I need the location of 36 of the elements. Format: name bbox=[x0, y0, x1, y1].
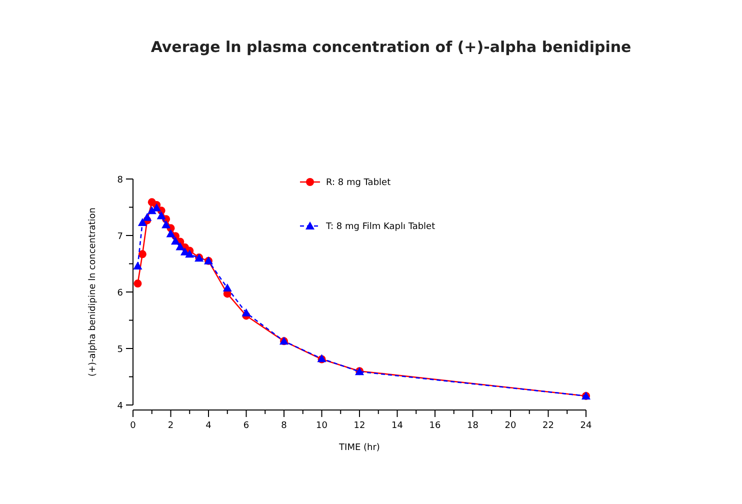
x-tick-label: 8 bbox=[281, 421, 288, 431]
x-tick-label: 4 bbox=[206, 421, 212, 431]
y-tick-label: 7 bbox=[117, 232, 123, 242]
x-tick-label: 18 bbox=[467, 421, 479, 431]
point bbox=[170, 236, 180, 245]
x-tick-label: 24 bbox=[580, 421, 592, 431]
x-tick-label: 16 bbox=[429, 421, 441, 431]
point bbox=[176, 242, 185, 250]
x-tick-label: 20 bbox=[504, 421, 516, 431]
chart-title: Average ln plasma concentration of (+)-alpha benidipine bbox=[150, 38, 632, 56]
point bbox=[156, 211, 166, 220]
y-tick-label: 8 bbox=[117, 176, 124, 186]
point bbox=[185, 250, 194, 258]
x-tick-label: 12 bbox=[354, 421, 366, 431]
point bbox=[138, 218, 147, 226]
y-tick-label: 6 bbox=[117, 288, 124, 298]
y-axis-title: (+)-alpha benidipine ln concentration bbox=[88, 207, 98, 377]
point bbox=[222, 284, 232, 292]
point bbox=[134, 280, 142, 288]
x-tick-label: 2 bbox=[168, 421, 174, 431]
x-tick-label: 0 bbox=[130, 421, 136, 431]
x-tick-label: 22 bbox=[542, 421, 554, 431]
y-tick-label: 4 bbox=[117, 402, 124, 412]
x-tick-label: 10 bbox=[316, 421, 328, 431]
y-tick-label: 5 bbox=[117, 345, 123, 355]
point bbox=[133, 262, 142, 270]
point bbox=[166, 229, 176, 238]
point bbox=[142, 212, 152, 221]
legend-label: R: 8 mg Tablet bbox=[326, 178, 392, 188]
legend-label: T: 8 mg Film Kaplı Tablet bbox=[325, 222, 436, 232]
x-tick-label: 14 bbox=[392, 421, 404, 431]
x-axis-title: TIME (hr) bbox=[338, 443, 380, 453]
x-tick-label: 6 bbox=[243, 421, 250, 431]
point bbox=[242, 308, 251, 316]
point bbox=[162, 220, 171, 228]
point bbox=[138, 250, 146, 258]
